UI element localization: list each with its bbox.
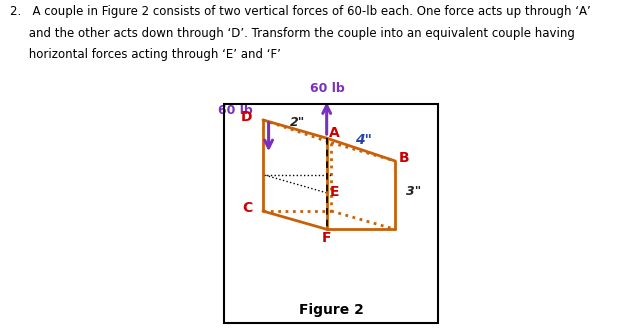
Text: F: F xyxy=(322,231,331,245)
Text: 3": 3" xyxy=(406,185,422,198)
Text: Figure 2: Figure 2 xyxy=(299,303,364,317)
Text: D: D xyxy=(241,110,253,124)
Text: 60 lb: 60 lb xyxy=(218,104,253,117)
Text: and the other acts down through ‘D’. Transform the couple into an equivalent cou: and the other acts down through ‘D’. Tra… xyxy=(10,27,575,40)
Text: 2.   A couple in Figure 2 consists of two vertical forces of 60-lb each. One for: 2. A couple in Figure 2 consists of two … xyxy=(10,5,590,18)
Text: B: B xyxy=(398,151,409,165)
Text: A: A xyxy=(329,126,340,140)
Text: 4": 4" xyxy=(355,133,371,147)
Text: E: E xyxy=(330,185,340,199)
Text: 60 lb: 60 lb xyxy=(310,82,345,95)
Text: horizontal forces acting through ‘E’ and ‘F’: horizontal forces acting through ‘E’ and… xyxy=(10,48,280,61)
Text: 2": 2" xyxy=(289,116,304,129)
Text: C: C xyxy=(243,201,253,215)
